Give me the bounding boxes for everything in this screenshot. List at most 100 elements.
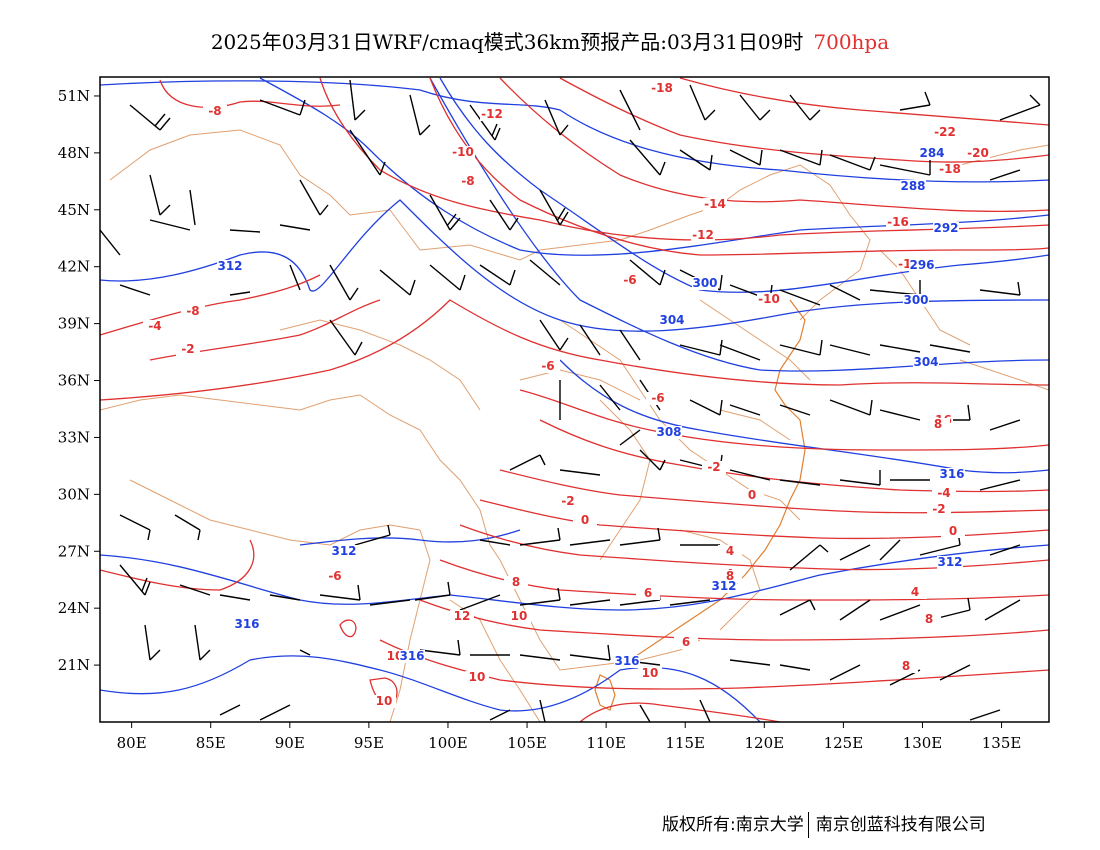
lon-tick-label: 115E: [665, 734, 705, 752]
temperature-contour-label: 10: [469, 670, 486, 684]
temp-label-bg: [966, 147, 990, 160]
height-contour-label: 312: [711, 579, 736, 593]
height-contour-label: 316: [614, 654, 639, 668]
temp-label-bg: [465, 671, 489, 684]
lat-tick-label: 21N: [58, 656, 90, 674]
height-contour-label: 312: [331, 544, 356, 558]
height-label-bg: [913, 356, 939, 369]
footer-left: 版权所有:南京大学: [662, 815, 804, 835]
temperature-contour-label: -6: [651, 391, 664, 405]
height-contour-label: 292: [933, 221, 958, 235]
temperature-contour-label: -2: [707, 460, 720, 474]
map-frame: [99, 76, 1050, 723]
height-label-bg: [399, 650, 425, 663]
temp-label-bg: [691, 229, 715, 242]
height-label-bg: [909, 259, 935, 272]
temperature-contour-label: -6: [623, 273, 636, 287]
height-contour-label: 312: [217, 259, 242, 273]
temperature-contour-label: -8: [461, 174, 474, 188]
height-contour-label: 304: [913, 355, 938, 369]
height-label-bg: [217, 260, 243, 273]
temperature-contour-label: -14: [704, 197, 726, 211]
lat-tick-label: 48N: [58, 144, 90, 162]
lat-tick-label: 27N: [58, 542, 90, 560]
temp-label-bg: [886, 216, 910, 229]
temperature-contour-label: 0: [581, 513, 589, 527]
footer-separator: [807, 812, 809, 838]
temperature-contour-label: 8: [902, 659, 910, 673]
height-contour-label: 304: [659, 313, 684, 327]
temp-label-bg: [636, 587, 660, 600]
temp-label-bg: [933, 126, 957, 139]
height-contour-label: 300: [903, 293, 928, 307]
height-label-bg: [656, 426, 682, 439]
lat-tick-label: 45N: [58, 201, 90, 219]
lon-tick-label: 120E: [745, 734, 785, 752]
temperature-contour-label: -8: [208, 104, 221, 118]
lon-tick-label: 80E: [117, 734, 147, 752]
lon-tick-label: 130E: [903, 734, 943, 752]
temperature-contour-label: 6: [644, 586, 652, 600]
height-label-bg: [692, 277, 718, 290]
temperature-contour-label: 4: [726, 544, 734, 558]
temperature-contour-label: 8: [726, 569, 734, 583]
lat-tick-label: 51N: [58, 87, 90, 105]
height-contour-label: 284: [919, 146, 944, 160]
temperature-contour-label: -6: [328, 569, 341, 583]
temp-label-bg: [451, 146, 475, 159]
height-contour-label: 316: [399, 649, 424, 663]
temp-label-bg: [740, 489, 764, 502]
temp-label-bg: [143, 320, 167, 333]
height-contour-label: 312: [937, 555, 962, 569]
temperature-contour-label: 4: [911, 585, 919, 599]
lat-tick-label: 39N: [58, 315, 90, 333]
temperature-contour-label: -12: [692, 228, 714, 242]
temp-label-bg: [618, 274, 642, 287]
temperature-contour-label: -2: [181, 342, 194, 356]
temperature-contour-label: 10: [376, 694, 393, 708]
temp-label-bg: [702, 461, 726, 474]
temp-label-bg: [650, 82, 674, 95]
temp-label-bg: [646, 392, 670, 405]
temperature-contour-label: -12: [481, 107, 503, 121]
lon-tick-label: 90E: [275, 734, 305, 752]
temp-label-bg: [638, 667, 662, 680]
temperature-contour-label: 8: [925, 612, 933, 626]
temp-label-bg: [203, 105, 227, 118]
temp-label-bg: [456, 175, 480, 188]
temperature-contour-label: -18: [651, 81, 673, 95]
lon-tick-label: 110E: [586, 734, 626, 752]
temp-label-bg: [941, 525, 965, 538]
temperature-contour-label: -2: [561, 494, 574, 508]
temp-label-bg: [507, 610, 531, 623]
temperature-contour-label: 12: [454, 609, 471, 623]
temp-label-bg: [573, 514, 597, 527]
temp-label-bg: [372, 695, 396, 708]
height-contour-label: 316: [939, 467, 964, 481]
temp-label-bg: [674, 636, 698, 649]
height-labels: 284 288 292 296 300 300 304 304 308 312 312 312 312 3…: [217, 146, 965, 668]
height-label-bg: [614, 655, 640, 668]
height-label-bg: [234, 618, 260, 631]
temp-label-bg: [894, 660, 918, 673]
lon-tick-label: 85E: [196, 734, 226, 752]
temperature-labels: -18-22-20-18-16-16-14-14-12-12-10-10-8-8…: [143, 81, 990, 708]
lat-tick-label: 42N: [58, 258, 90, 276]
temp-label-bg: [718, 570, 742, 583]
temp-label-bg: [176, 343, 200, 356]
temp-label-bg: [703, 198, 727, 211]
height-label-bg: [903, 294, 929, 307]
temp-label-bg: [480, 108, 504, 121]
temperature-contour-label: -6: [541, 359, 554, 373]
copyright-footer: 版权所有:南京大学 南京创蓝科技有限公司: [662, 810, 986, 838]
temp-label-bg: [181, 305, 205, 318]
map-title: 2025年03月31日WRF/cmaq模式36km预报产品:03月31日09时 7…: [0, 26, 1100, 55]
temperature-contour-label: 6: [682, 635, 690, 649]
height-contour-label: 300: [692, 276, 717, 290]
height-contour-label: 308: [656, 425, 681, 439]
height-label-bg: [933, 222, 959, 235]
temperature-contour-label: -10: [452, 145, 474, 159]
lon-tick-label: 95E: [354, 734, 384, 752]
height-label-bg: [937, 556, 963, 569]
